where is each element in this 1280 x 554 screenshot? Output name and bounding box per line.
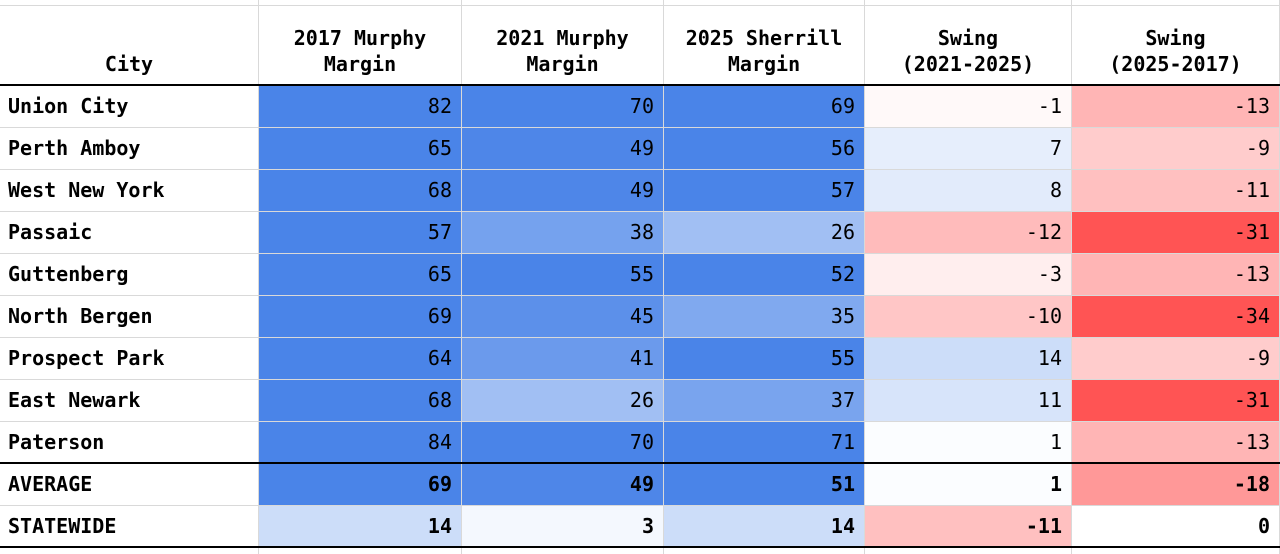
partial-cell [664,548,865,554]
table-row: Prospect Park 64 41 55 14 -9 [0,338,1280,380]
partial-cell [259,548,462,554]
header-2017-murphy-margin[interactable]: 2017 Murphy Margin [259,6,462,84]
partial-row-bottom [0,548,1280,554]
value-cell[interactable]: 38 [462,212,664,253]
value-cell[interactable]: -1 [865,86,1072,127]
value-cell[interactable]: -9 [1072,338,1280,379]
value-cell[interactable]: 7 [865,128,1072,169]
value-cell[interactable]: 0 [1072,506,1280,546]
table-row: STATEWIDE 14 3 14 -11 0 [0,506,1280,548]
value-cell[interactable]: -31 [1072,380,1280,421]
value-cell[interactable]: 1 [865,422,1072,462]
table-row: West New York 68 49 57 8 -11 [0,170,1280,212]
value-cell[interactable]: 3 [462,506,664,546]
value-cell[interactable]: -34 [1072,296,1280,337]
value-cell[interactable]: 41 [462,338,664,379]
city-cell[interactable]: Paterson [0,422,259,462]
value-cell[interactable]: 64 [259,338,462,379]
value-cell[interactable]: 55 [462,254,664,295]
city-cell[interactable]: West New York [0,170,259,211]
table-body: Union City 82 70 69 -1 -13 Perth Amboy 65 49 56 7-… [0,86,1280,548]
value-cell[interactable]: 45 [462,296,664,337]
value-cell[interactable]: 14 [259,506,462,546]
partial-cell [259,0,462,5]
partial-cell [462,0,664,5]
value-cell[interactable]: 37 [664,380,865,421]
partial-cell [0,548,259,554]
value-cell[interactable]: 1 [865,464,1072,505]
value-cell[interactable]: 55 [664,338,865,379]
value-cell[interactable]: -31 [1072,212,1280,253]
value-cell[interactable]: 52 [664,254,865,295]
value-cell[interactable]: -13 [1072,422,1280,462]
table-row: East Newark 68 26 37 11 -31 [0,380,1280,422]
city-cell[interactable]: East Newark [0,380,259,421]
header-swing-2021-2025[interactable]: Swing (2021-2025) [865,6,1072,84]
table-row: Union City 82 70 69 -1 -13 [0,86,1280,128]
header-city[interactable]: City [0,6,259,84]
value-cell[interactable]: 49 [462,170,664,211]
value-cell[interactable]: 57 [259,212,462,253]
table-row: Guttenberg 65 55 52 -3 -13 [0,254,1280,296]
value-cell[interactable]: 49 [462,128,664,169]
value-cell[interactable]: 68 [259,380,462,421]
table-row: Passaic 57 38 26 -12 -31 [0,212,1280,254]
value-cell[interactable]: 84 [259,422,462,462]
value-cell[interactable]: -13 [1072,86,1280,127]
header-2021-murphy-margin[interactable]: 2021 Murphy Margin [462,6,664,84]
partial-cell [1072,548,1280,554]
city-cell[interactable]: STATEWIDE [0,506,259,546]
table-row: Paterson 84 70 71 1 -13 [0,422,1280,464]
header-swing-2025-2017[interactable]: Swing (2025-2017) [1072,6,1280,84]
value-cell[interactable]: 70 [462,86,664,127]
value-cell[interactable]: 14 [664,506,865,546]
table-row: AVERAGE 69 49 51 1 -18 [0,464,1280,506]
value-cell[interactable]: 26 [664,212,865,253]
value-cell[interactable]: 14 [865,338,1072,379]
partial-cell [865,0,1072,5]
city-cell[interactable]: Union City [0,86,259,127]
table-row: North Bergen 69 45 35 -10 -34 [0,296,1280,338]
value-cell[interactable]: -11 [865,506,1072,546]
value-cell[interactable]: 57 [664,170,865,211]
value-cell[interactable]: 71 [664,422,865,462]
value-cell[interactable]: -3 [865,254,1072,295]
value-cell[interactable]: 69 [664,86,865,127]
value-cell[interactable]: -10 [865,296,1072,337]
value-cell[interactable]: 68 [259,170,462,211]
partial-cell [0,0,259,5]
city-cell[interactable]: Prospect Park [0,338,259,379]
value-cell[interactable]: -9 [1072,128,1280,169]
value-cell[interactable]: -12 [865,212,1072,253]
value-cell[interactable]: 56 [664,128,865,169]
city-cell[interactable]: North Bergen [0,296,259,337]
partial-cell [462,548,664,554]
value-cell[interactable]: 51 [664,464,865,505]
city-cell[interactable]: AVERAGE [0,464,259,505]
value-cell[interactable]: -11 [1072,170,1280,211]
partial-cell [865,548,1072,554]
header-2025-sherrill-margin[interactable]: 2025 Sherrill Margin [664,6,865,84]
value-cell[interactable]: 26 [462,380,664,421]
partial-cell [664,0,865,5]
partial-cell [1072,0,1280,5]
city-cell[interactable]: Passaic [0,212,259,253]
value-cell[interactable]: 35 [664,296,865,337]
city-cell[interactable]: Guttenberg [0,254,259,295]
value-cell[interactable]: 65 [259,254,462,295]
value-cell[interactable]: 8 [865,170,1072,211]
table-row: Perth Amboy 65 49 56 7 -9 [0,128,1280,170]
value-cell[interactable]: 65 [259,128,462,169]
value-cell[interactable]: 69 [259,464,462,505]
value-cell[interactable]: 69 [259,296,462,337]
header-row: City 2017 Murphy Margin 2021 Murphy Marg… [0,6,1280,86]
value-cell[interactable]: -18 [1072,464,1280,505]
city-cell[interactable]: Perth Amboy [0,128,259,169]
value-cell[interactable]: -13 [1072,254,1280,295]
value-cell[interactable]: 49 [462,464,664,505]
value-cell[interactable]: 11 [865,380,1072,421]
value-cell[interactable]: 82 [259,86,462,127]
value-cell[interactable]: 70 [462,422,664,462]
